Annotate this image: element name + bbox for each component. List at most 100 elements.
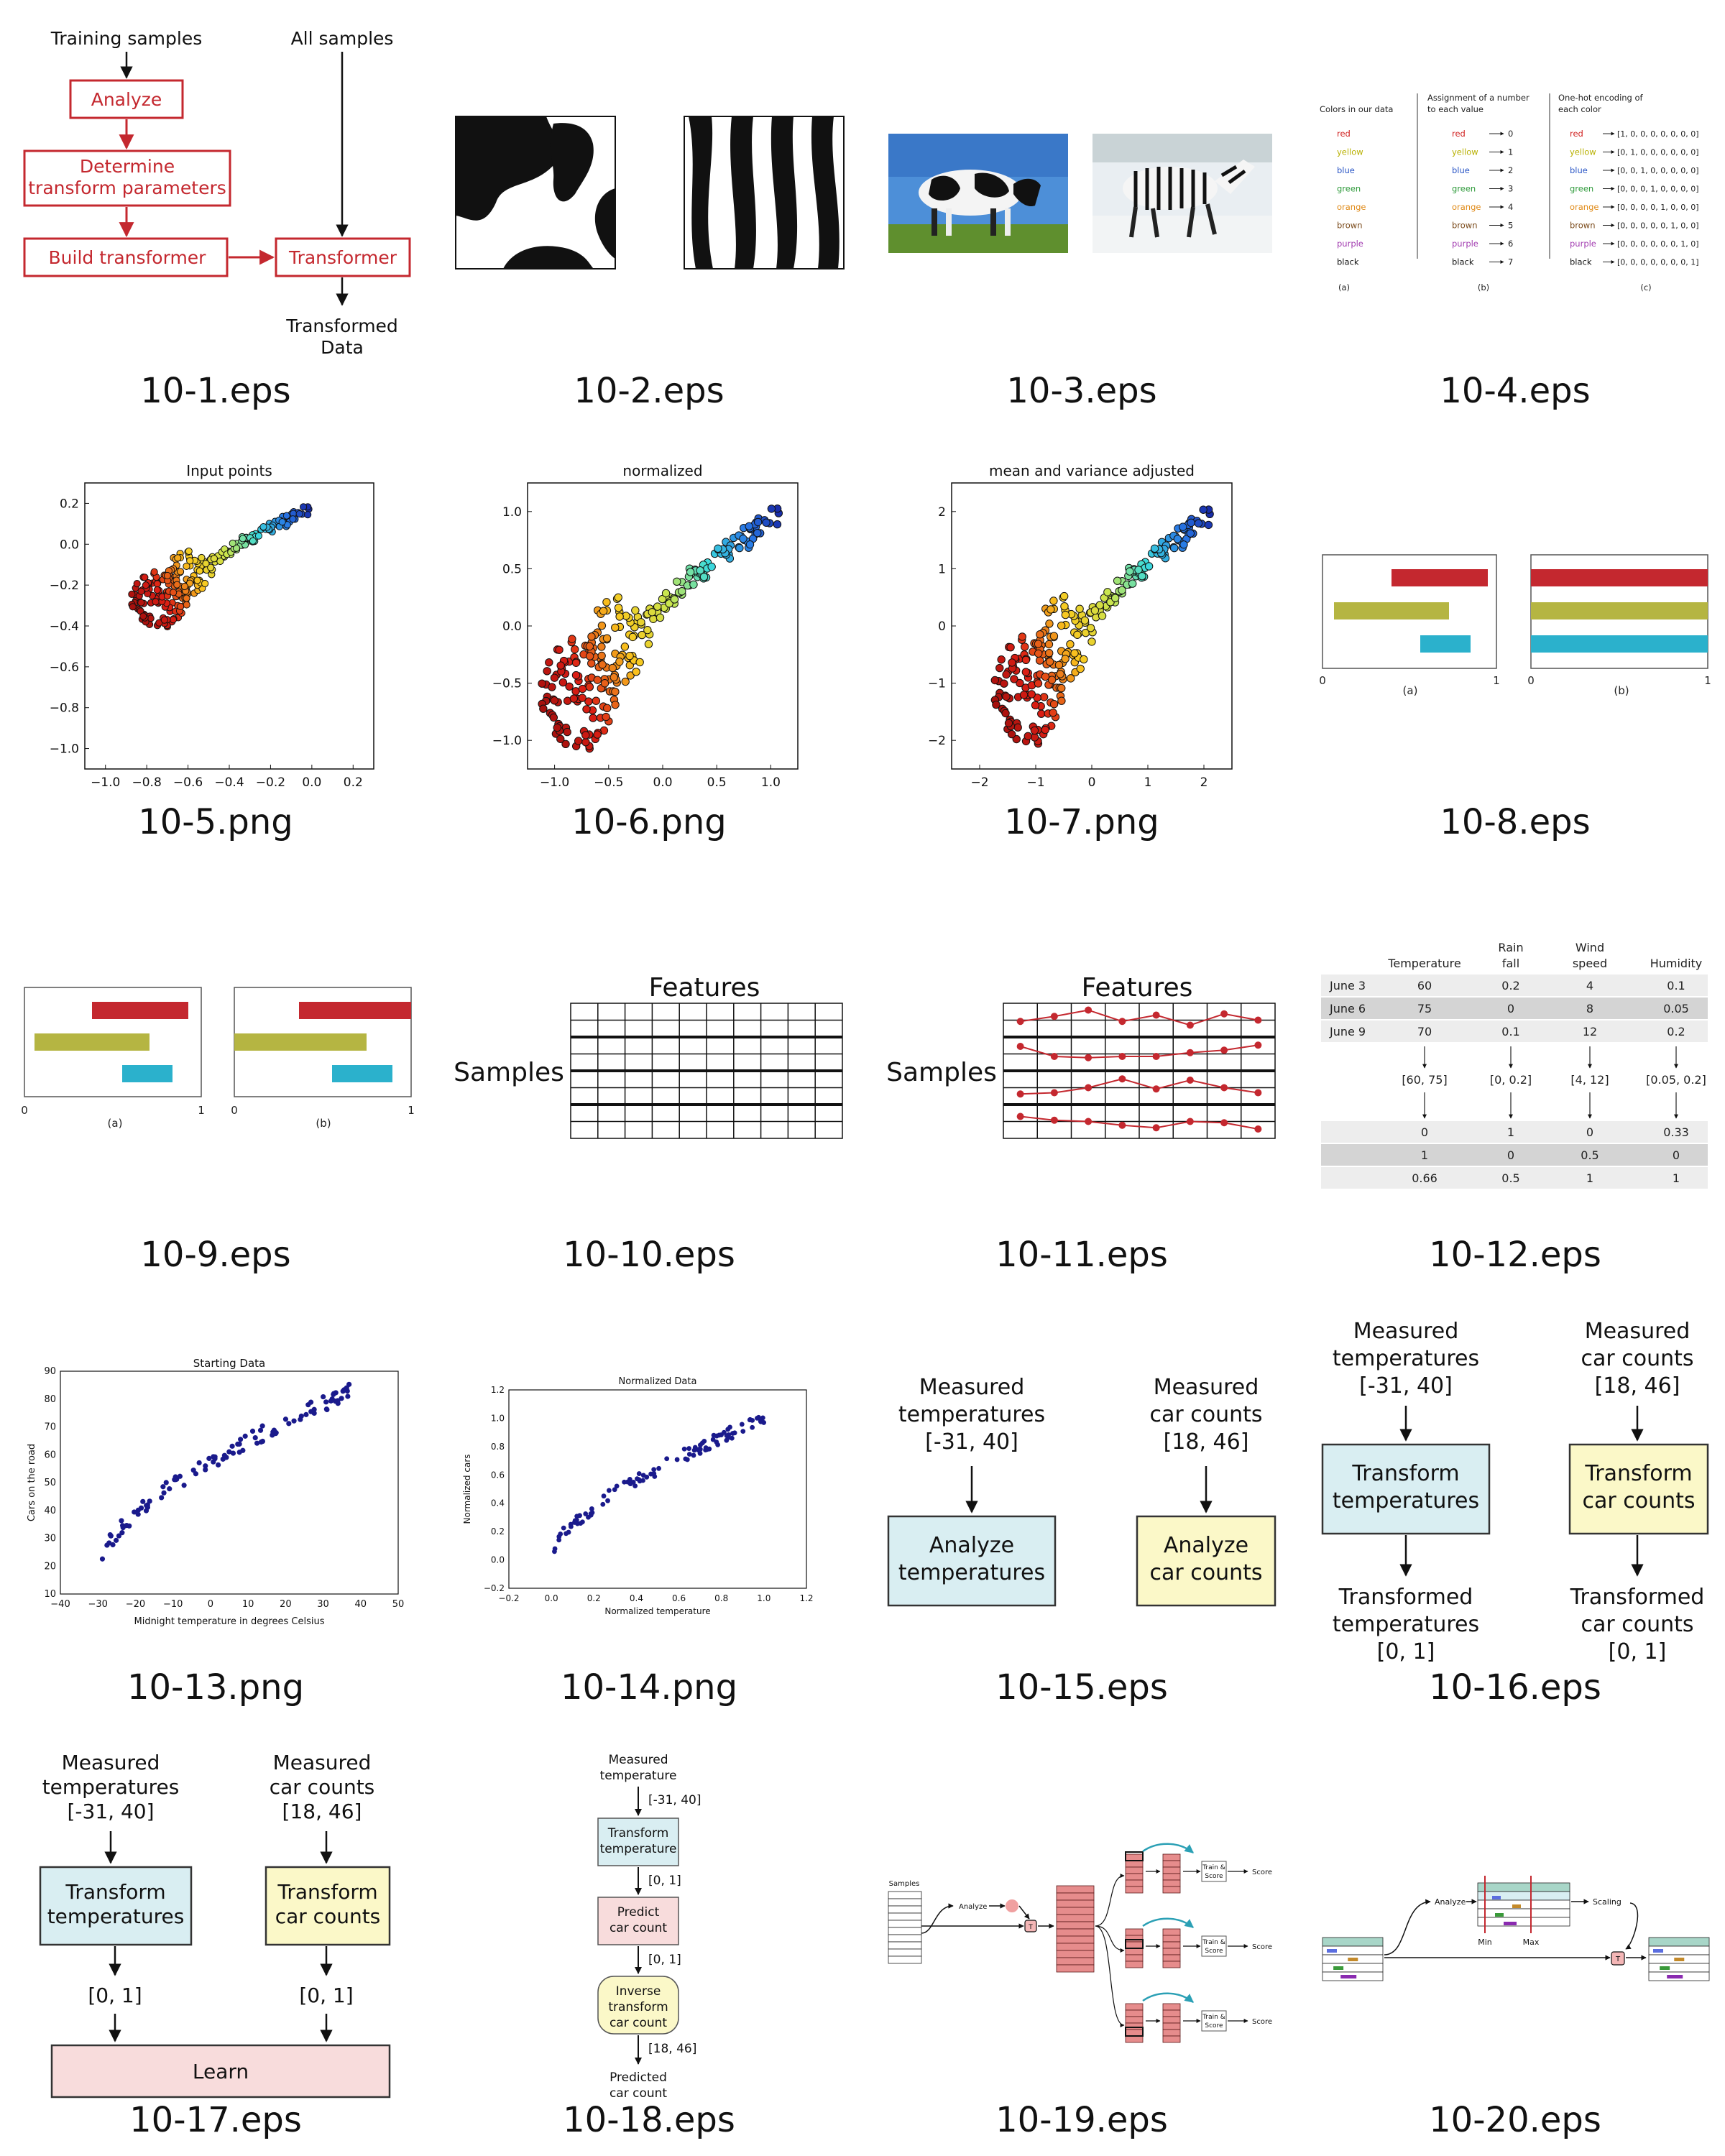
scatter-point <box>602 634 612 642</box>
scatter-point <box>142 581 150 589</box>
fig-10-10-grid: Features Samples <box>454 973 843 1139</box>
bar-olive-b <box>1531 602 1708 619</box>
bar-cyan-a <box>1420 635 1471 653</box>
bar-red-b <box>1531 569 1708 586</box>
scatter-point <box>658 594 667 604</box>
scatter-point <box>614 1483 620 1489</box>
scatter-point <box>1199 505 1208 514</box>
fig-10-4-one-hot: Colors in our data Assignment of a numbe… <box>1320 93 1699 292</box>
onehot-rows: red red 0 red [1, 0, 0, 0, 0, 0, 0, 0] yellow… <box>1337 129 1699 267</box>
x-tick-label: 0.2 <box>587 1593 601 1603</box>
scatter-point <box>597 642 606 651</box>
scatter-point <box>585 683 594 691</box>
fig6-title: normalized <box>622 462 702 479</box>
fig16-o2: temperatures <box>1333 1612 1479 1637</box>
fig20-analyze: Analyze <box>1435 1897 1466 1907</box>
scatter-point <box>571 1520 577 1525</box>
y-tick-label: 0.0 <box>491 1555 505 1565</box>
scatter-point <box>1045 619 1054 628</box>
scatter-point <box>587 659 596 668</box>
fig-10-1-flowchart: Training samples All samples Analyze Det… <box>23 28 411 358</box>
scatter-point <box>538 679 546 688</box>
scatter-point <box>556 734 565 743</box>
scatter-point <box>556 1537 562 1543</box>
x-tick-label: −1.0 <box>91 775 120 790</box>
fig-10-3-photos <box>888 134 1272 253</box>
scatter-point <box>1204 520 1213 530</box>
fig20-t-box <box>1611 1951 1625 1966</box>
scatter-point <box>329 1396 335 1402</box>
fig-10-2-patterns <box>455 116 845 270</box>
caption-10-13: 10-13.png <box>127 1667 304 1708</box>
fig-10-19-cross-validation: Samples Analyze T Train &Score ScoreTrain… <box>888 1843 1272 2043</box>
scatter-point <box>696 566 704 575</box>
scatter-point <box>1008 658 1016 667</box>
scatter-point <box>226 1449 232 1455</box>
color-name-brown: brown <box>1337 221 1363 231</box>
y-tick-label: 0.2 <box>491 1526 505 1537</box>
series-point <box>1118 1075 1126 1083</box>
scatter-point <box>558 1531 564 1537</box>
scatter-point <box>750 1424 755 1430</box>
scatter-point <box>137 587 145 595</box>
scatter-point <box>137 599 145 607</box>
scatter-point <box>202 560 210 568</box>
score-label: Score <box>1252 1869 1272 1876</box>
scatter-point <box>1045 649 1054 658</box>
scatter-point <box>1000 679 1008 688</box>
fig10-features: Features <box>649 973 760 1003</box>
scatter-point <box>651 1471 657 1476</box>
fig-10-13-starting-data: Starting Data Midnight temperature in de… <box>27 1357 404 1627</box>
scatter-point <box>1086 624 1095 632</box>
scatter-point <box>631 606 640 615</box>
caption-10-10: 10-10.eps <box>563 1235 735 1275</box>
normalized-value: 0.33 <box>1663 1125 1689 1139</box>
hdr-rain-1: Rain <box>1498 941 1523 954</box>
analyze-cars-1: Analyze <box>1164 1533 1248 1558</box>
onehot-name-yellow: yellow <box>1570 147 1596 157</box>
y-tick-label: −1 <box>928 677 946 691</box>
color-code-yellow: 1 <box>1508 147 1513 157</box>
scatter-point <box>686 568 695 576</box>
scatter-point <box>545 658 553 667</box>
scatter-point <box>644 640 653 648</box>
x-tick-label: 0.0 <box>545 1593 558 1603</box>
scatter-point <box>278 518 286 526</box>
fig19-samples-table <box>888 1891 922 1964</box>
series-point <box>1085 1054 1092 1061</box>
x-tick-label: 40 <box>355 1599 367 1610</box>
scatter-point <box>606 1488 612 1493</box>
scatter-point <box>740 1429 746 1434</box>
x-tick-label: 0.8 <box>714 1593 728 1603</box>
scatter-point <box>739 1422 745 1427</box>
scatter-point <box>600 1501 606 1507</box>
row-value: 8 <box>1586 1002 1593 1015</box>
scatter-point <box>665 599 673 608</box>
label-c: (c) <box>1640 282 1651 292</box>
scatter-point <box>581 737 590 747</box>
scatter-point <box>133 580 141 588</box>
fig-10-7-mean-variance: mean and variance adjusted 2 1 0 −1 −2 −2 −1 0… <box>928 462 1233 790</box>
color-code-black: 7 <box>1508 257 1513 267</box>
scatter-point <box>648 608 656 617</box>
scatter-point <box>282 512 290 520</box>
y-tick-label: 80 <box>44 1394 56 1405</box>
scatter-point <box>597 651 606 660</box>
caption-10-14: 10-14.png <box>561 1667 737 1708</box>
fig9-a-label: (a) <box>108 1117 123 1130</box>
fig18-i3: car count <box>610 2016 667 2030</box>
scatter-point <box>620 642 630 651</box>
label-b: (b) <box>1478 282 1489 292</box>
fig5-yticks: 0.2 0.0 −0.2 −0.4 −0.6 −0.8 −1.0 <box>50 497 89 757</box>
scatter-point <box>1030 733 1039 742</box>
y-tick-label: 50 <box>44 1478 56 1488</box>
range-label: [0.05, 0.2] <box>1646 1073 1706 1087</box>
scatter-point <box>1061 655 1070 663</box>
y-tick-label: 0.2 <box>60 497 79 511</box>
build-transformer-label: Build transformer <box>49 247 207 268</box>
train-score-label: Train & <box>1202 1939 1225 1946</box>
scatter-point <box>1095 601 1104 609</box>
scatter-point <box>203 1467 208 1473</box>
scatter-point <box>1002 670 1011 679</box>
x-tick-label: −0.4 <box>214 775 244 790</box>
